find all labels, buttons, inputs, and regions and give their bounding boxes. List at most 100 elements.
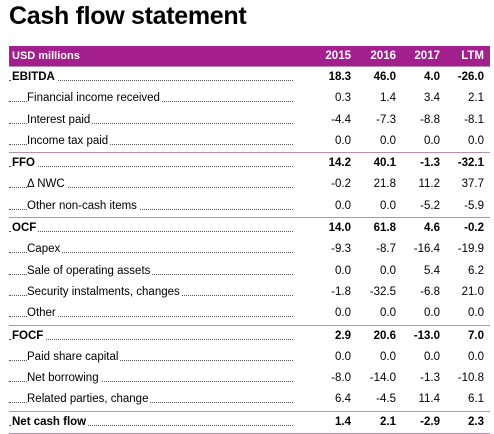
value-2016: 1.4 (380, 92, 396, 105)
table-row: Other 0.0 0.0 0.0 0.0 (9, 303, 490, 325)
header-col-2017: 2017 (396, 46, 440, 67)
value-2017: 11.2 (418, 178, 440, 191)
row-label: Security instalments, changes (27, 285, 182, 298)
value-ltm: 0.0 (468, 134, 484, 147)
value-2016: -7.3 (376, 113, 396, 126)
dot-leader (9, 359, 293, 361)
value-ltm: 6.1 (468, 393, 484, 406)
value-2017: 4.6 (396, 217, 440, 240)
table-row: Related parties, change 6.4 -4.5 11.4 6.1 (9, 389, 490, 411)
table-row: FFO 14.2 40.1 -1.3 -32.1 (9, 152, 490, 175)
row-label: Paid share capital (27, 350, 121, 363)
value-2017: -1.3 (396, 152, 440, 175)
row-label: Δ NWC (27, 178, 67, 191)
value-2015: -1.8 (331, 285, 351, 298)
row-label: Sale of operating assets (27, 264, 153, 277)
value-2016: -14.0 (369, 372, 396, 385)
value-ltm: 0.0 (468, 350, 484, 363)
value-2017: -16.4 (413, 243, 440, 256)
value-2017: -5.2 (420, 199, 440, 212)
value-2017: 0.0 (424, 350, 440, 363)
value-2016: 0.0 (380, 264, 396, 277)
dot-leader (9, 381, 293, 383)
row-label: FFO (12, 157, 37, 170)
value-2016: 40.1 (351, 152, 396, 175)
value-2015: 18.3 (307, 66, 351, 89)
dot-leader (9, 338, 293, 340)
value-ltm: 6.2 (468, 264, 484, 277)
row-label-cell: Related parties, change (9, 389, 307, 411)
value-ltm: -8.1 (464, 113, 484, 126)
row-label-cell: Other non-cash items (9, 196, 307, 218)
value-2015: 14.0 (307, 217, 351, 240)
value-2015: 1.4 (307, 410, 351, 434)
row-label: Related parties, change (27, 393, 151, 406)
table-row: Security instalments, changes -1.8 -32.5 -6… (9, 282, 490, 303)
value-2015: 0.0 (335, 264, 351, 277)
table-row: OCF 14.0 61.8 4.6 -0.2 (9, 217, 490, 240)
value-ltm: 7.0 (440, 324, 490, 347)
value-2015: -9.3 (331, 243, 351, 256)
value-ltm: 2.3 (440, 410, 490, 434)
value-2017: 4.0 (396, 66, 440, 89)
value-2016: 0.0 (380, 350, 396, 363)
dot-leader (9, 122, 293, 124)
row-label: Interest paid (27, 113, 93, 126)
row-label-cell: Other (9, 303, 307, 325)
value-2016: -4.5 (376, 393, 396, 406)
value-ltm: 2.1 (468, 92, 484, 105)
value-2017: 5.4 (424, 264, 440, 277)
row-label: FOCF (12, 329, 46, 342)
row-label-cell: Δ NWC (9, 174, 307, 195)
dot-leader (9, 402, 293, 404)
value-2016: 2.1 (351, 410, 396, 434)
row-label-cell: OCF (9, 217, 307, 240)
value-2017: -13.0 (396, 324, 440, 347)
value-2016: 0.0 (380, 307, 396, 320)
table-row: EBITDA 18.3 46.0 4.0 -26.0 (9, 66, 490, 89)
dot-leader (9, 424, 293, 426)
table-row: Sale of operating assets 0.0 0.0 5.4 6.2 (9, 261, 490, 282)
value-2015: 0.0 (335, 199, 351, 212)
dot-leader (9, 252, 293, 254)
row-label-cell: Net cash flow (9, 410, 307, 434)
value-2017: 11.4 (418, 393, 440, 406)
value-2017: -8.8 (420, 113, 440, 126)
value-2016: -8.7 (376, 243, 396, 256)
value-2016: 46.0 (351, 66, 396, 89)
row-label-cell: EBITDA (9, 66, 307, 89)
dot-leader (9, 80, 293, 81)
row-label: Net cash flow (12, 415, 89, 428)
value-ltm: 21.0 (461, 285, 484, 298)
dot-leader (9, 143, 293, 145)
value-2017: 0.0 (424, 134, 440, 147)
row-label: OCF (12, 222, 39, 235)
value-2015: 6.4 (335, 393, 351, 406)
value-ltm: -26.0 (440, 66, 490, 89)
value-ltm: -32.1 (440, 152, 490, 175)
value-2015: -8.0 (331, 372, 351, 385)
value-ltm: -10.8 (457, 372, 484, 385)
value-2016: 0.0 (380, 134, 396, 147)
value-2015: 0.0 (335, 350, 351, 363)
table-row: FOCF 2.9 20.6 -13.0 7.0 (9, 324, 490, 347)
value-2016: 0.0 (380, 199, 396, 212)
value-2015: 0.3 (335, 92, 351, 105)
table-body: EBITDA 18.3 46.0 4.0 -26.0 Financial income r… (9, 66, 490, 434)
value-2016: 21.8 (373, 178, 396, 191)
value-2017: -2.9 (396, 410, 440, 434)
row-label-cell: Security instalments, changes (9, 282, 307, 303)
row-label-cell: Income tax paid (9, 131, 307, 153)
row-label: Income tax paid (27, 134, 111, 147)
table-row: Δ NWC -0.2 21.8 11.2 37.7 (9, 174, 490, 195)
value-2016: 61.8 (351, 217, 396, 240)
dot-leader (9, 166, 293, 168)
value-2017: 0.0 (424, 307, 440, 320)
value-2015: -0.2 (331, 178, 351, 191)
value-ltm: -0.2 (440, 217, 490, 240)
row-label: Financial income received (27, 92, 162, 105)
row-label-cell: Financial income received (9, 88, 307, 109)
row-label-cell: FFO (9, 152, 307, 175)
table-row: Paid share capital 0.0 0.0 0.0 0.0 (9, 347, 490, 368)
value-2015: 0.0 (335, 307, 351, 320)
